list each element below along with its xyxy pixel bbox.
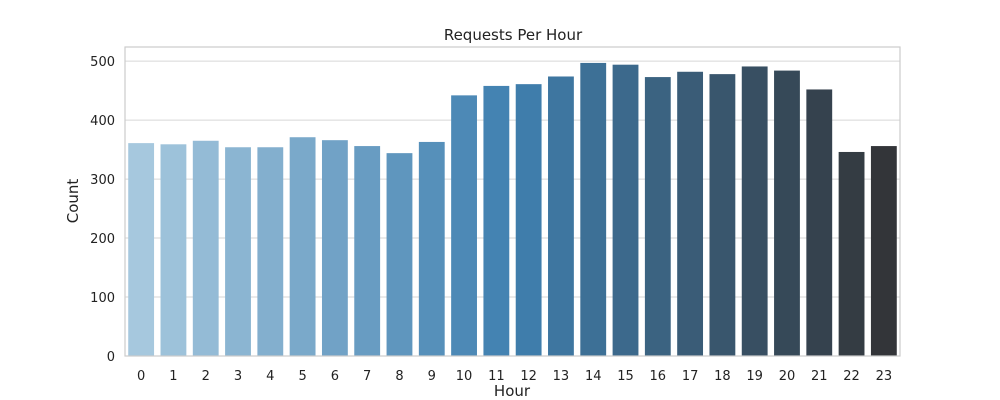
- x-tick-label: 10: [456, 369, 473, 384]
- bar-hour-6: [321, 140, 348, 356]
- bars: [128, 62, 897, 357]
- bar-hour-2: [192, 140, 219, 356]
- bar-hour-10: [451, 95, 477, 356]
- y-tick-label: 300: [90, 173, 115, 188]
- x-tick-label: 21: [811, 369, 828, 384]
- x-tick-label: 5: [298, 369, 306, 384]
- x-tick-label: 8: [395, 369, 403, 384]
- x-tick-label: 1: [169, 369, 177, 384]
- x-tick-label: 6: [331, 369, 339, 384]
- bar-hour-14: [580, 62, 607, 357]
- bar-hour-3: [225, 147, 251, 356]
- bar-hour-12: [515, 84, 542, 357]
- bar-hour-16: [644, 77, 671, 356]
- bar-hour-15: [612, 64, 639, 356]
- x-tick-label: 2: [202, 369, 210, 384]
- x-tick-label: 19: [746, 369, 763, 384]
- x-tick-label: 11: [488, 369, 505, 384]
- x-tick-label: 4: [266, 369, 274, 384]
- x-tick-label: 23: [876, 369, 893, 384]
- x-tick-label: 18: [714, 369, 731, 384]
- bar-hour-4: [257, 147, 284, 356]
- y-axis-label: Count: [64, 179, 82, 224]
- bar-hour-0: [128, 143, 155, 356]
- x-tick-label: 0: [137, 369, 145, 384]
- x-tick-label: 20: [779, 369, 796, 384]
- y-tick-label: 0: [107, 350, 115, 365]
- x-tick-label: 9: [428, 369, 436, 384]
- plot-frame: [124, 46, 901, 357]
- bar-hour-20: [774, 70, 800, 357]
- x-tick-label: 22: [843, 369, 860, 384]
- x-tick-labels: 0 1 2 3 4 5 6 7 8 9 10 11 12 13 14 15 16 17 18 19 20 21 22 23: [137, 369, 892, 384]
- x-axis-label: Hour: [494, 382, 531, 400]
- x-tick-label: 16: [650, 369, 667, 384]
- x-tick-label: 17: [682, 369, 699, 384]
- bar-hour-19: [741, 66, 768, 356]
- bar-hour-13: [548, 76, 574, 356]
- bar-hour-23: [870, 146, 897, 356]
- x-tick-label: 12: [520, 369, 537, 384]
- bar-hour-1: [160, 144, 187, 356]
- bar-hour-5: [289, 137, 316, 356]
- x-tick-label: 14: [585, 369, 602, 384]
- x-tick-label: 3: [234, 369, 242, 384]
- x-tick-label: 13: [553, 369, 570, 384]
- bar-hour-18: [709, 74, 736, 357]
- x-tick-label: 15: [617, 369, 634, 384]
- bar-hour-8: [386, 153, 413, 356]
- x-tick-label: 7: [363, 369, 371, 384]
- bar-hour-22: [838, 151, 865, 356]
- y-tick-label: 200: [90, 232, 115, 247]
- bar-hour-9: [418, 141, 445, 356]
- chart-title: Requests Per Hour: [444, 26, 583, 44]
- bar-hour-11: [483, 85, 510, 356]
- bar-hour-7: [354, 146, 381, 356]
- y-tick-label: 100: [90, 291, 115, 306]
- bar-hour-17: [677, 71, 704, 356]
- y-tick-labels: 0 100 200 300 400 500: [90, 55, 115, 365]
- y-tick-label: 500: [90, 55, 115, 70]
- bar-hour-21: [806, 89, 833, 357]
- y-tick-label: 400: [90, 114, 115, 129]
